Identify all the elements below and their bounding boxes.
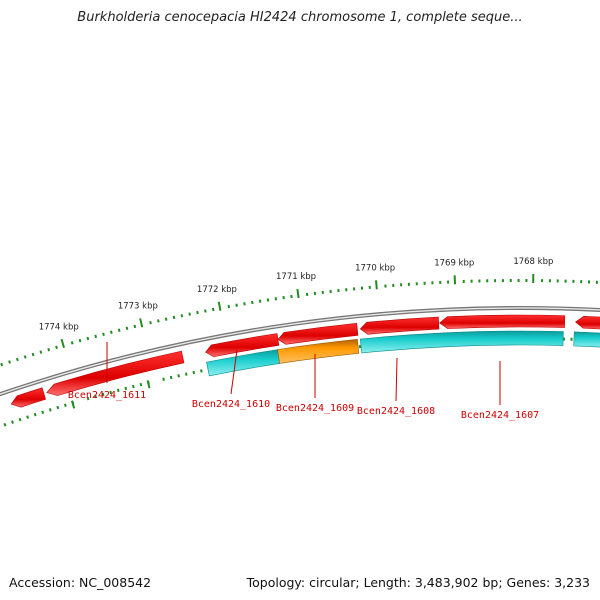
gene-label[interactable]: Bcen2424_1609 [276,403,354,414]
minor-tick [211,307,215,312]
minor-tick [86,336,90,341]
minor-tick [78,338,82,343]
minor-tick [39,350,43,354]
minor-tick [23,355,27,359]
major-tick [139,318,144,328]
minor-tick [15,357,19,362]
backbone [0,306,600,397]
inner-minor-tick [124,386,128,391]
inner-minor-tick [139,382,143,387]
inner-minor-tick [169,375,173,380]
tick-label: 1774 kbp [39,323,79,333]
gene-fwd-6[interactable] [439,314,566,329]
minor-tick [133,324,137,329]
gene-features [10,314,600,408]
minor-tick [117,328,121,332]
backbone-highlight [0,307,600,395]
minor-tick [243,302,246,306]
gene-fwd-1[interactable] [10,387,47,408]
inner-minor-tick [18,417,22,422]
inner-minor-tick [101,392,105,397]
minor-tick [125,326,129,330]
minor-tick [149,320,152,325]
minor-tick [235,303,238,307]
gene-rev-3[interactable] [359,330,564,354]
scale-tick-labels: 1774 kbp 1773 kbp 1772 kbp 1771 kbp 1770 kbp… [39,257,554,332]
gene-rev-4[interactable] [573,331,600,348]
accession-text: Accession: NC_008542 [9,575,152,590]
gene-fwd-5[interactable] [359,316,440,335]
inner-minor-tick [33,412,37,417]
inner-minor-tick [200,369,203,373]
minor-tick [227,304,231,309]
major-tick [60,338,65,349]
inner-minor-tick [177,374,180,378]
inner-minor-tick [63,403,67,407]
tick-label: 1770 kbp [355,263,395,273]
minor-tick [55,345,58,350]
gene-fwd-2[interactable] [46,350,185,396]
gene-rev-2[interactable] [277,339,360,364]
tick-label: 1772 kbp [197,285,237,295]
gene-label-leader [395,357,398,402]
minor-tick [204,309,207,313]
major-tick [296,288,300,299]
inner-minor-tick [184,372,188,376]
gene-label-leaders [106,342,501,405]
minor-tick [164,317,168,321]
inner-minor-tick [26,415,30,419]
inner-minor-tick [94,394,97,399]
tick-label: 1768 kbp [513,257,553,267]
inner-minor-tick [109,390,113,395]
inner-minor-tick [116,388,120,393]
minor-tick [172,315,176,320]
minor-tick [110,330,113,334]
major-tick [217,301,222,311]
inner-minor-tick [56,405,60,410]
minor-tick [0,362,4,367]
gene-label[interactable]: Bcen2424_1611 [68,390,146,401]
inner-minor-tick [86,396,90,401]
minor-tick [180,314,184,318]
tick-label: 1773 kbp [118,302,158,312]
minor-tick [8,360,11,364]
minor-tick [196,310,199,315]
gene-label[interactable]: Bcen2424_1607 [461,410,539,421]
inner-minor-tick [162,377,165,381]
inner-minor-tick [41,410,45,414]
gene-fwd-4[interactable] [277,322,359,345]
topology-summary: Topology: circular; Length: 3,483,902 bp… [246,575,590,590]
inner-minor-tick [192,370,196,375]
minor-tick [47,347,51,352]
tick-label: 1771 kbp [276,272,316,282]
gene-label-leader [230,349,238,395]
gene-label[interactable]: Bcen2424_1608 [357,406,435,417]
minor-tick [102,332,105,336]
inner-minor-tick [11,420,14,424]
gene-label[interactable]: Bcen2424_1610 [192,399,270,410]
minor-tick [31,352,35,357]
inner-minor-tick [132,384,135,389]
inner-major-tick [146,380,151,389]
minor-tick [94,334,98,339]
inner-minor-tick [3,422,7,427]
minor-tick [188,312,191,316]
inner-minor-tick [48,408,52,412]
minor-tick [157,319,160,323]
inner-major-tick [70,400,76,409]
minor-tick [70,341,74,345]
major-tick [375,280,378,290]
tick-label: 1769 kbp [434,258,474,268]
gene-fwd-7[interactable] [575,315,600,330]
map-title: Burkholderia cenocepacia HI2424 chromoso… [77,10,523,25]
